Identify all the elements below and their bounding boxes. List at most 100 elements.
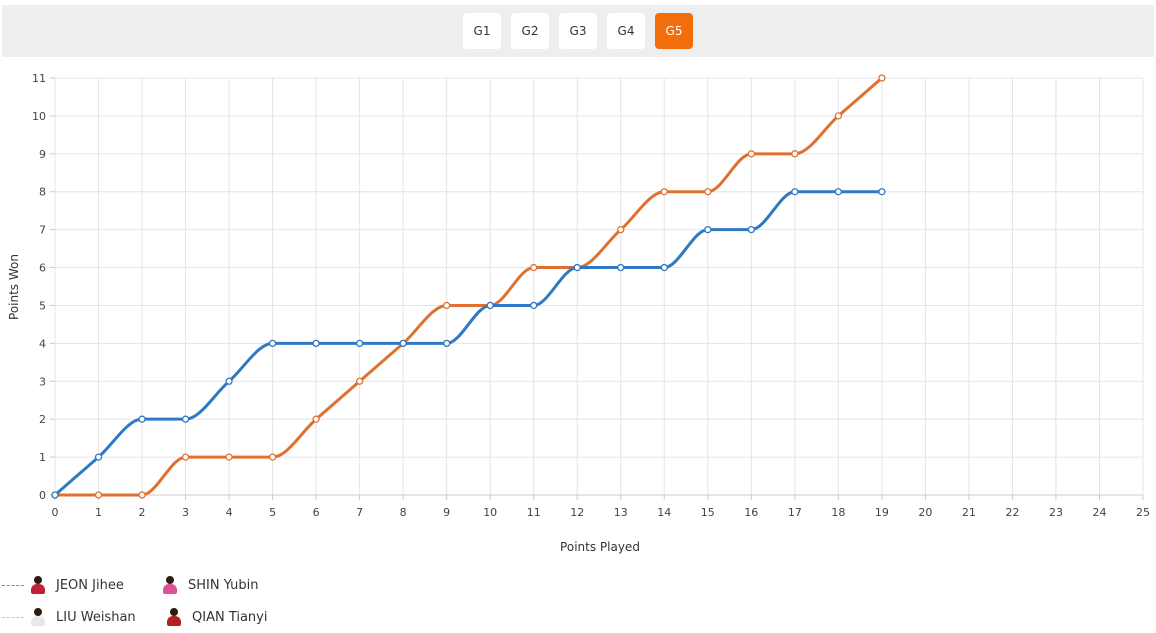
x-tick-label: 23 xyxy=(1049,506,1063,519)
y-axis-title: Points Won xyxy=(7,254,21,320)
x-tick-label: 1 xyxy=(95,506,102,519)
x-tick-label: 21 xyxy=(962,506,976,519)
player-avatar-icon xyxy=(166,608,182,626)
data-point xyxy=(225,453,233,461)
data-point xyxy=(312,339,320,348)
points-chart: 0 1 2 3 4 5 6 7 8 9 10 11 12 13 14 15 16 17 18 19 20 21 22 23 24… xyxy=(7,72,1151,554)
data-point xyxy=(878,188,886,196)
y-tick-label: 2 xyxy=(39,413,46,426)
legend-line xyxy=(2,584,24,586)
tab-g3[interactable]: G3 xyxy=(559,13,597,49)
x-tick-label: 10 xyxy=(483,506,497,519)
series-line-1 xyxy=(55,76,883,497)
x-tick-label: 15 xyxy=(701,506,715,519)
data-point xyxy=(660,188,668,196)
tab-g2[interactable]: G2 xyxy=(511,13,549,49)
game-selector: G1 G2 G3 G4 G5 xyxy=(2,5,1154,57)
data-point xyxy=(399,339,407,348)
player-avatar-icon xyxy=(30,608,46,626)
data-point xyxy=(530,301,538,310)
x-tick-label: 8 xyxy=(400,506,407,519)
x-tick-label: 7 xyxy=(356,506,363,519)
data-point xyxy=(834,112,843,120)
x-tick-label: 22 xyxy=(1005,506,1019,519)
x-tick-label: 12 xyxy=(570,506,584,519)
data-point xyxy=(834,188,843,196)
x-tick-label: 24 xyxy=(1092,506,1106,519)
data-point xyxy=(486,301,494,310)
player-avatar-icon xyxy=(30,576,46,594)
tab-g1[interactable]: G1 xyxy=(463,13,501,49)
chart-legend: JEON Jihee SHIN Yubin LIU Weishan QIAN T… xyxy=(0,570,400,630)
legend-item-qian-tianyi[interactable]: QIAN Tianyi xyxy=(166,608,267,626)
x-tick-label: 25 xyxy=(1136,506,1150,519)
data-point xyxy=(181,453,190,461)
tab-g4[interactable]: G4 xyxy=(607,13,645,49)
x-tick-label: 16 xyxy=(744,506,758,519)
data-point xyxy=(138,415,146,423)
data-point xyxy=(138,491,146,499)
x-tick-label: 14 xyxy=(657,506,671,519)
data-point xyxy=(355,339,364,348)
legend-item-liu-weishan[interactable]: LIU Weishan xyxy=(2,608,136,626)
data-point xyxy=(660,263,668,272)
player-avatar-icon xyxy=(162,576,178,594)
legend-label: QIAN Tianyi xyxy=(192,609,268,625)
y-tick-label: 1 xyxy=(39,451,46,464)
data-point xyxy=(443,301,451,310)
y-tick-label: 10 xyxy=(32,110,46,123)
data-point xyxy=(51,491,59,499)
data-point xyxy=(791,150,799,158)
data-point xyxy=(225,377,233,385)
legend-label: JEON Jihee xyxy=(56,577,124,593)
y-axis-ticks: 0 1 2 3 4 5 6 7 8 9 10 11 xyxy=(32,72,46,502)
y-tick-label: 11 xyxy=(32,72,46,85)
data-point xyxy=(355,377,364,385)
data-point xyxy=(181,415,190,423)
x-axis-title: Points Played xyxy=(560,540,640,554)
data-point xyxy=(268,339,277,348)
x-tick-label: 19 xyxy=(875,506,889,519)
data-point xyxy=(617,263,625,272)
y-tick-label: 5 xyxy=(39,299,46,312)
data-point xyxy=(94,453,103,461)
y-tick-label: 4 xyxy=(39,337,46,350)
x-tick-label: 13 xyxy=(614,506,628,519)
tab-g5[interactable]: G5 xyxy=(655,13,693,49)
x-tick-label: 6 xyxy=(313,506,320,519)
chart-series xyxy=(51,74,886,499)
y-tick-label: 0 xyxy=(39,489,46,502)
data-point xyxy=(878,74,886,82)
data-point xyxy=(704,188,712,196)
data-point xyxy=(443,339,451,348)
x-tick-label: 11 xyxy=(527,506,541,519)
data-point xyxy=(94,491,103,499)
x-tick-label: 3 xyxy=(182,506,189,519)
y-tick-label: 3 xyxy=(39,375,46,388)
legend-item-shin-yubin[interactable]: SHIN Yubin xyxy=(162,576,259,594)
x-tick-label: 4 xyxy=(226,506,233,519)
data-point xyxy=(268,453,277,461)
x-tick-label: 18 xyxy=(831,506,845,519)
x-axis-ticks: 0 1 2 3 4 5 6 7 8 9 10 11 12 13 14 15 16 17 18 19 20 21 22 23 24… xyxy=(52,506,1151,519)
x-tick-label: 20 xyxy=(918,506,932,519)
legend-label: LIU Weishan xyxy=(56,609,136,625)
data-point xyxy=(617,225,625,234)
x-tick-label: 5 xyxy=(269,506,276,519)
data-point xyxy=(704,225,712,234)
chart-grid xyxy=(50,77,1144,500)
x-tick-label: 17 xyxy=(788,506,802,519)
legend-label: SHIN Yubin xyxy=(188,577,259,593)
data-point xyxy=(747,150,755,158)
data-point xyxy=(573,263,581,272)
data-point xyxy=(791,188,799,196)
data-point xyxy=(747,225,755,234)
y-tick-label: 7 xyxy=(39,224,46,237)
x-tick-label: 0 xyxy=(52,506,59,519)
legend-item-jeon-jihee[interactable]: JEON Jihee xyxy=(2,576,124,594)
data-point xyxy=(530,263,538,272)
data-point xyxy=(312,415,320,423)
x-tick-label: 9 xyxy=(443,506,450,519)
y-tick-label: 8 xyxy=(39,186,46,199)
legend-line xyxy=(2,616,24,618)
